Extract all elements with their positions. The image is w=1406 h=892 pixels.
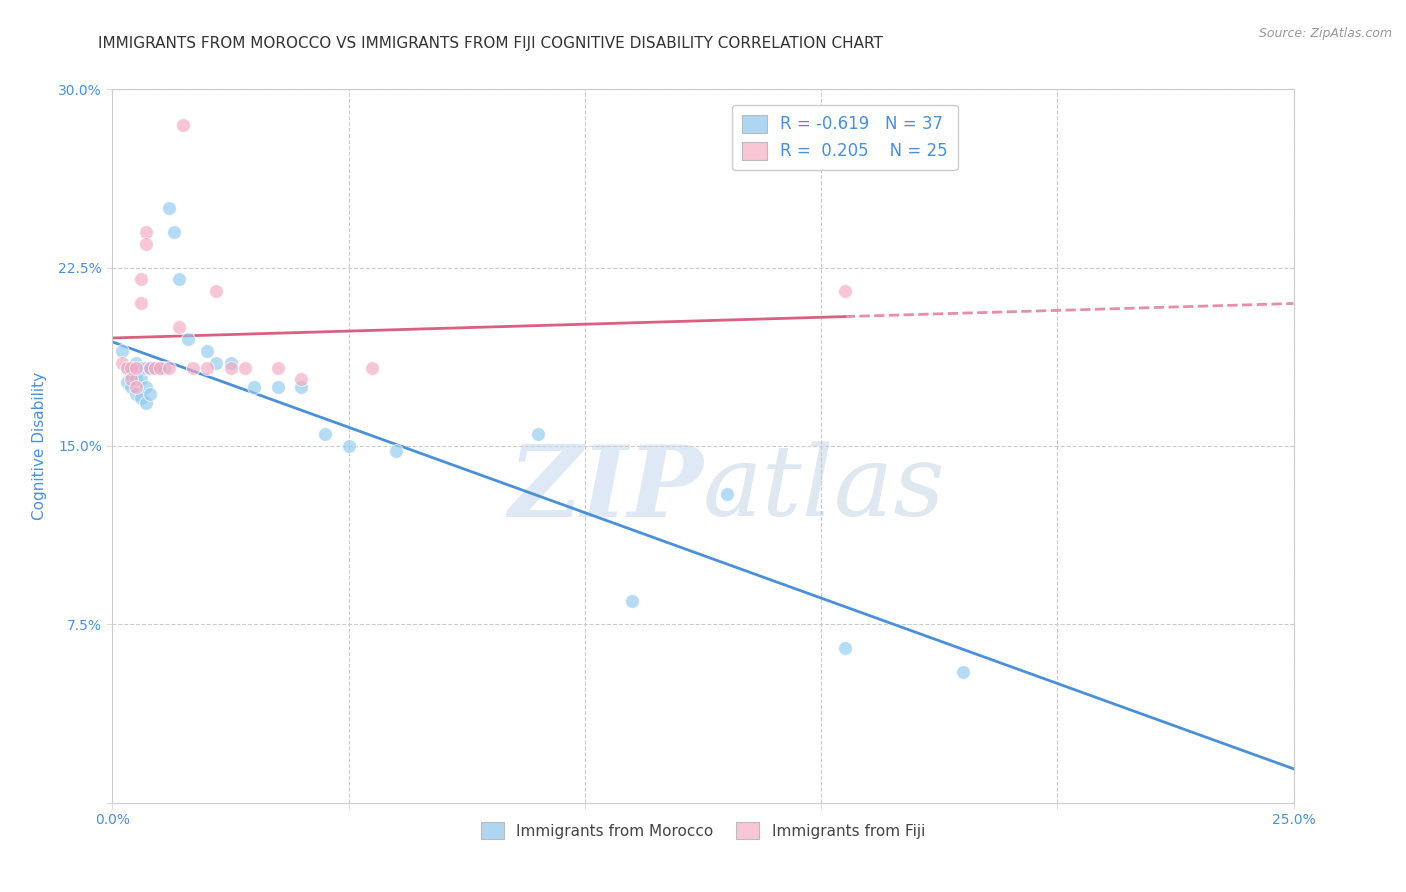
Point — [181, 360, 204, 375]
Point — [167, 320, 190, 334]
Point — [115, 360, 138, 375]
Point — [195, 343, 218, 358]
Point — [129, 392, 152, 406]
Point — [157, 201, 180, 215]
Point — [120, 368, 142, 382]
Point — [205, 356, 228, 370]
Point — [115, 360, 138, 375]
Point — [120, 379, 142, 393]
Point — [526, 427, 548, 442]
Point — [115, 375, 138, 389]
Point — [219, 360, 242, 375]
Point — [205, 285, 228, 299]
Point — [135, 396, 157, 410]
Point — [385, 443, 408, 458]
Point — [290, 372, 312, 386]
Point — [195, 360, 218, 375]
Point — [120, 360, 142, 375]
Point — [172, 118, 194, 132]
Point — [233, 360, 256, 375]
Point — [135, 225, 157, 239]
Point — [337, 439, 360, 453]
Point — [111, 343, 134, 358]
Point — [314, 427, 336, 442]
Point — [135, 236, 157, 251]
Point — [143, 360, 166, 375]
Point — [125, 372, 148, 386]
Point — [163, 225, 186, 239]
Point — [153, 360, 176, 375]
Point — [129, 372, 152, 386]
Point — [125, 356, 148, 370]
Point — [621, 593, 644, 607]
Point — [267, 360, 290, 375]
Point — [149, 360, 172, 375]
Point — [952, 665, 974, 679]
Point — [129, 296, 152, 310]
Point — [834, 641, 856, 656]
Point — [111, 356, 134, 370]
Point — [125, 360, 148, 375]
Text: IMMIGRANTS FROM MOROCCO VS IMMIGRANTS FROM FIJI COGNITIVE DISABILITY CORRELATION: IMMIGRANTS FROM MOROCCO VS IMMIGRANTS FR… — [98, 36, 883, 51]
Point — [125, 386, 148, 401]
Point — [177, 332, 200, 346]
Point — [149, 360, 172, 375]
Point — [139, 360, 162, 375]
Point — [167, 272, 190, 286]
Point — [139, 360, 162, 375]
Point — [834, 285, 856, 299]
Point — [143, 360, 166, 375]
Point — [361, 360, 384, 375]
Point — [290, 379, 312, 393]
Point — [716, 486, 738, 500]
Point — [120, 372, 142, 386]
Y-axis label: Cognitive Disability: Cognitive Disability — [32, 372, 46, 520]
Point — [219, 356, 242, 370]
Point — [135, 379, 157, 393]
Text: Source: ZipAtlas.com: Source: ZipAtlas.com — [1258, 27, 1392, 40]
Text: atlas: atlas — [703, 442, 946, 536]
Legend: Immigrants from Morocco, Immigrants from Fiji: Immigrants from Morocco, Immigrants from… — [475, 816, 931, 845]
Point — [125, 379, 148, 393]
Point — [157, 360, 180, 375]
Point — [129, 272, 152, 286]
Point — [243, 379, 266, 393]
Text: ZIP: ZIP — [508, 441, 703, 537]
Point — [129, 360, 152, 375]
Point — [139, 386, 162, 401]
Point — [135, 360, 157, 375]
Point — [267, 379, 290, 393]
